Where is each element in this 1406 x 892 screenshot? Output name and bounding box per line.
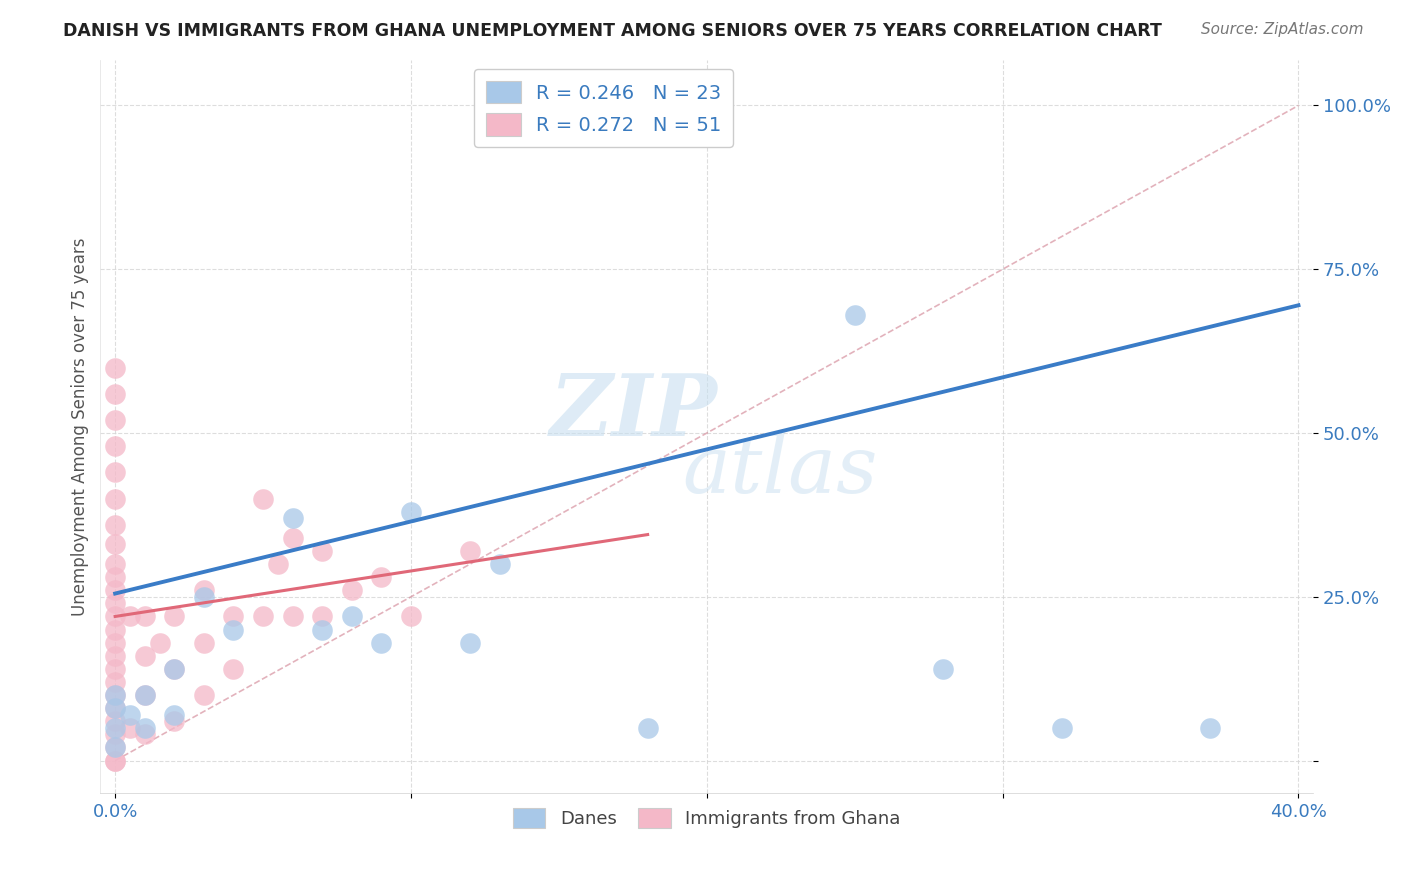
Point xyxy=(134,609,156,624)
Point xyxy=(134,688,156,702)
Point xyxy=(281,609,304,624)
Point xyxy=(193,688,215,702)
Point xyxy=(104,675,127,690)
Point xyxy=(104,557,127,571)
Point xyxy=(458,544,481,558)
Point xyxy=(932,662,955,676)
Point xyxy=(134,721,156,735)
Point xyxy=(104,609,127,624)
Point xyxy=(134,688,156,702)
Text: DANISH VS IMMIGRANTS FROM GHANA UNEMPLOYMENT AMONG SENIORS OVER 75 YEARS CORRELA: DANISH VS IMMIGRANTS FROM GHANA UNEMPLOY… xyxy=(63,22,1163,40)
Point xyxy=(104,688,127,702)
Point xyxy=(104,701,127,715)
Point xyxy=(118,609,141,624)
Point xyxy=(134,727,156,741)
Point xyxy=(104,727,127,741)
Point xyxy=(104,491,127,506)
Point xyxy=(193,590,215,604)
Point xyxy=(193,635,215,649)
Point xyxy=(267,557,290,571)
Point xyxy=(252,491,274,506)
Point xyxy=(104,360,127,375)
Point xyxy=(104,386,127,401)
Point xyxy=(340,583,363,598)
Point xyxy=(311,623,333,637)
Point xyxy=(222,609,245,624)
Text: atlas: atlas xyxy=(682,432,877,509)
Point xyxy=(1198,721,1220,735)
Point xyxy=(104,662,127,676)
Point xyxy=(252,609,274,624)
Point xyxy=(163,609,186,624)
Point xyxy=(104,570,127,584)
Point xyxy=(104,623,127,637)
Point xyxy=(163,662,186,676)
Y-axis label: Unemployment Among Seniors over 75 years: Unemployment Among Seniors over 75 years xyxy=(72,237,89,615)
Point xyxy=(370,635,392,649)
Point xyxy=(340,609,363,624)
Point xyxy=(399,505,422,519)
Point xyxy=(134,648,156,663)
Point xyxy=(104,439,127,453)
Text: Source: ZipAtlas.com: Source: ZipAtlas.com xyxy=(1201,22,1364,37)
Point xyxy=(104,635,127,649)
Point xyxy=(104,413,127,427)
Point xyxy=(637,721,659,735)
Point xyxy=(163,662,186,676)
Point xyxy=(370,570,392,584)
Point xyxy=(104,721,127,735)
Point xyxy=(488,557,510,571)
Point xyxy=(222,623,245,637)
Point xyxy=(104,754,127,768)
Point xyxy=(193,583,215,598)
Point xyxy=(104,688,127,702)
Point xyxy=(399,609,422,624)
Point xyxy=(163,707,186,722)
Point xyxy=(104,740,127,755)
Point xyxy=(311,609,333,624)
Point xyxy=(104,714,127,729)
Point xyxy=(104,583,127,598)
Point xyxy=(163,714,186,729)
Point xyxy=(844,308,866,322)
Point xyxy=(104,596,127,610)
Point xyxy=(311,544,333,558)
Point xyxy=(118,721,141,735)
Point xyxy=(104,517,127,532)
Point xyxy=(458,635,481,649)
Point xyxy=(281,531,304,545)
Text: ZIP: ZIP xyxy=(550,370,718,453)
Point xyxy=(281,511,304,525)
Point xyxy=(104,701,127,715)
Point xyxy=(148,635,170,649)
Point xyxy=(222,662,245,676)
Point xyxy=(104,740,127,755)
Legend: Danes, Immigrants from Ghana: Danes, Immigrants from Ghana xyxy=(506,800,908,836)
Point xyxy=(104,754,127,768)
Point xyxy=(1050,721,1073,735)
Point xyxy=(118,707,141,722)
Point xyxy=(104,537,127,551)
Point xyxy=(104,648,127,663)
Point xyxy=(104,466,127,480)
